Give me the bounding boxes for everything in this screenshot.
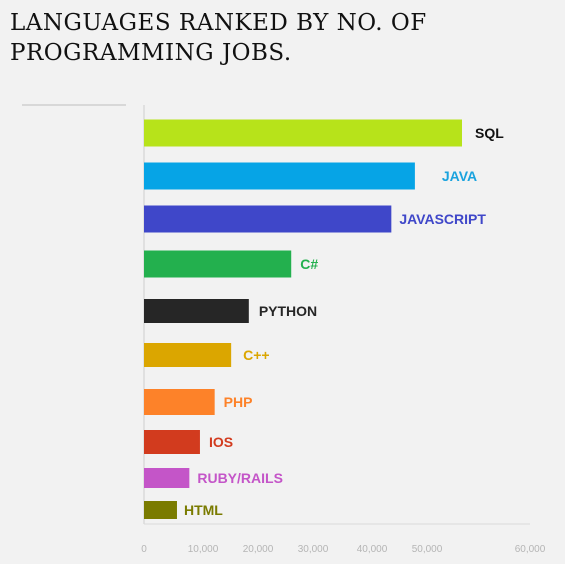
bars-group [144, 119, 462, 519]
chart-title: LANGUAGES RANKED BY NO. OF PROGRAMMING J… [10, 8, 550, 68]
bar-label-html: HTML [184, 502, 223, 518]
x-tick-label: 0 [141, 544, 147, 555]
x-tick-label: 40,000 [357, 544, 388, 555]
bar-ios [144, 430, 200, 454]
x-tick-label: 30,000 [298, 544, 329, 555]
bar-c [144, 250, 292, 278]
x-tick-label: 20,000 [243, 544, 274, 555]
x-tick-labels-group: 0 10,000 20,000 30,000 40,000 50,000 60,000 [141, 544, 546, 555]
bar-c [144, 343, 232, 367]
bar-label-python: PYTHON [259, 303, 317, 319]
x-tick-label: 10,000 [188, 544, 219, 555]
bar-label-java: JAVA [442, 168, 477, 184]
bar-label-php: PHP [224, 394, 253, 410]
bar-sql [144, 119, 462, 147]
bar-label-sql: SQL [475, 125, 504, 141]
bar-label-javascript: JAVASCRIPT [399, 211, 486, 227]
bar-java [144, 162, 415, 190]
bar-php [144, 389, 215, 415]
chart-title-line-2: PROGRAMMING JOBS. [10, 40, 292, 66]
bar-label-c: C# [300, 256, 318, 272]
chart-title-line-1: LANGUAGES RANKED BY NO. OF [10, 10, 427, 36]
bar-javascript [144, 205, 392, 233]
x-tick-label: 50,000 [412, 544, 443, 555]
bar-label-c: C++ [243, 347, 269, 363]
bar-ruby-rails [144, 468, 190, 488]
x-tick-label: 60,000 [515, 544, 546, 555]
bar-html [144, 501, 177, 519]
bar-label-ios: IOS [209, 434, 233, 450]
bar-python [144, 299, 249, 323]
bar-labels-group: SQL JAVA JAVASCRIPT C# PYTHON C++ PHP IOS RUBY/R… [184, 125, 504, 518]
bar-label-ruby-rails: RUBY/RAILS [197, 470, 283, 486]
